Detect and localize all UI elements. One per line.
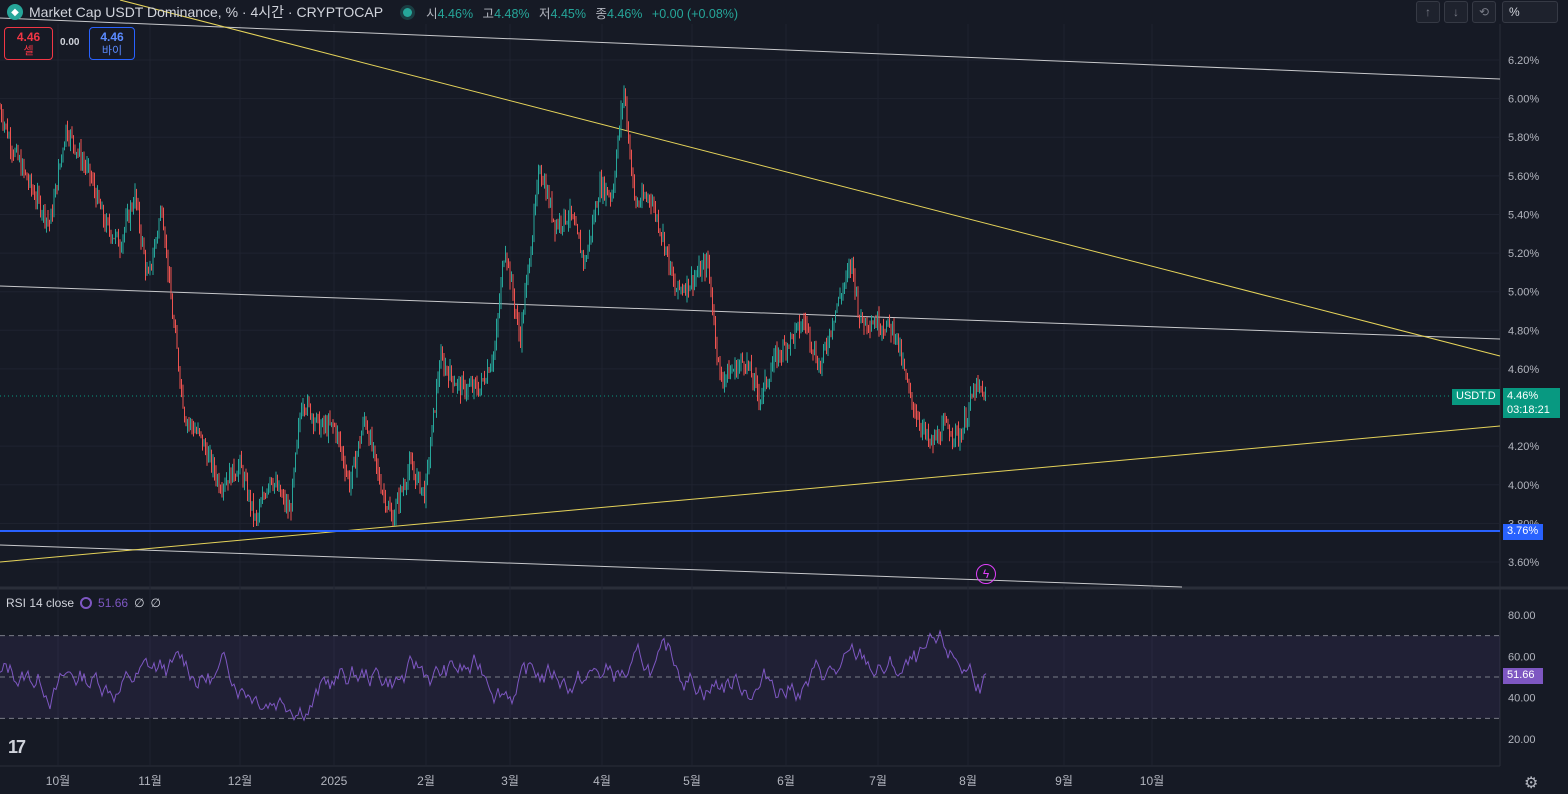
price-tick-label: 4.80% <box>1508 325 1539 337</box>
trendline-lower-white <box>0 544 1183 588</box>
price-tick-label: 6.00% <box>1508 94 1539 106</box>
price-tick-label: 4.60% <box>1508 364 1539 376</box>
time-tick-label: 2월 <box>417 774 435 788</box>
flash-icon[interactable]: ϟ <box>976 564 996 584</box>
sell-button[interactable]: 4.46 셀 <box>4 27 53 60</box>
rsi-extra-1: ∅ <box>134 596 145 610</box>
time-tick-label: 6월 <box>777 774 795 788</box>
price-candles <box>0 85 986 528</box>
ohlc-readout: 시4.46% 고4.48% 저4.45% 종4.46% +0.00 (+0.08… <box>426 6 739 21</box>
time-tick-label: 5월 <box>683 774 701 788</box>
time-tick-label: 11월 <box>138 774 162 788</box>
current-price-tag: 4.46% 03:18:21 <box>1503 388 1560 418</box>
time-tick-label: 4월 <box>593 774 611 788</box>
rsi-tick-label: 80.00 <box>1508 610 1536 622</box>
time-tick-label: 3월 <box>501 774 519 788</box>
gear-icon[interactable]: ⚙ <box>1524 775 1539 792</box>
rsi-header: RSI 14 close 51.66 ∅ ∅ <box>6 596 161 610</box>
change-value: +0.00 (+0.08%) <box>651 6 739 21</box>
trendline-lower-yellow <box>0 425 1501 563</box>
rsi-tick-label: 60.00 <box>1508 651 1536 663</box>
time-tick-label: 8월 <box>959 774 977 788</box>
chart-header: ◆ Market Cap USDT Dominance, % · 4시간 · C… <box>0 0 744 24</box>
price-tick-label: 5.20% <box>1508 248 1539 260</box>
arrow-down-icon[interactable]: ↓ <box>1444 1 1468 23</box>
time-tick-label: 2025 <box>321 774 348 788</box>
price-tick-label: 5.80% <box>1508 132 1539 144</box>
market-status-icon <box>403 7 413 17</box>
rsi-value: 51.66 <box>98 596 129 610</box>
tradingview-logo-icon[interactable]: 17 <box>8 737 26 757</box>
price-tick-label: 5.60% <box>1508 171 1539 183</box>
time-tick-label: 10월 <box>1140 774 1164 788</box>
time-tick-label: 12월 <box>228 774 252 788</box>
symbol-tag: USDT.D <box>1452 389 1500 405</box>
fullscreen-icon[interactable]: ⟲ <box>1472 1 1496 23</box>
rsi-tick-label: 20.00 <box>1508 734 1536 746</box>
rsi-label[interactable]: RSI 14 close <box>6 596 75 610</box>
scale-percent-button[interactable]: % <box>1502 1 1558 23</box>
spread-value: 0.00 <box>60 37 80 48</box>
time-tick-label: 10월 <box>46 774 70 788</box>
rsi-value-tag: 51.66 <box>1503 668 1543 684</box>
trendline-upper-yellow <box>119 0 1501 357</box>
tether-diamond-icon: ◆ <box>7 4 23 20</box>
trendline-upper-white <box>0 17 1501 80</box>
buy-button[interactable]: 4.46 바이 <box>89 27 135 60</box>
level-price-tag: 3.76% <box>1503 524 1543 540</box>
price-tick-label: 4.00% <box>1508 480 1539 492</box>
price-tick-label: 4.20% <box>1508 441 1539 453</box>
price-tick-label: 6.20% <box>1508 55 1539 67</box>
time-tick-label: 9월 <box>1055 774 1073 788</box>
time-tick-label: 7월 <box>869 774 887 788</box>
symbol-title[interactable]: Market Cap USDT Dominance, % · 4시간 · CRY… <box>29 4 384 20</box>
rsi-tick-label: 40.00 <box>1508 693 1536 705</box>
price-tick-label: 5.00% <box>1508 287 1539 299</box>
price-tick-label: 5.40% <box>1508 209 1539 221</box>
rsi-line <box>0 629 987 722</box>
loading-icon <box>80 597 93 609</box>
trendline-mid-white <box>0 285 1501 340</box>
arrow-up-icon[interactable]: ↑ <box>1416 1 1440 23</box>
price-tick-label: 3.60% <box>1508 557 1539 569</box>
rsi-extra-2: ∅ <box>150 596 161 610</box>
